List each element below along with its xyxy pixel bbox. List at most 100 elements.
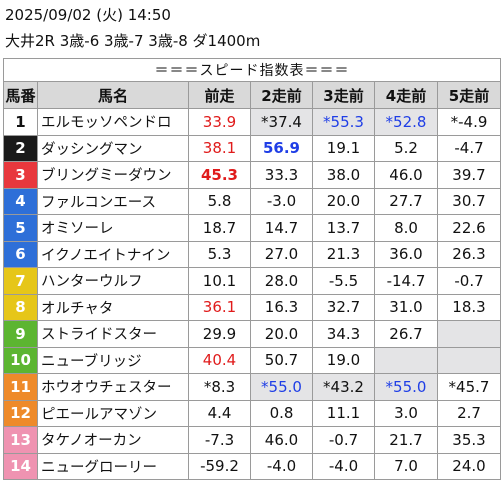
speed-index-cell: 27.0: [250, 240, 313, 268]
speed-index-cell: -59.2: [188, 452, 251, 480]
table-title: ＝＝＝スピード指数表＝＝＝: [3, 58, 501, 82]
horse-name: ストライドスター: [37, 320, 189, 348]
table-row: 6 イクノエイトナイン 5.3 27.0 21.3 36.0 26.3: [3, 240, 501, 268]
speed-index-cell: 38.0: [312, 161, 375, 189]
speed-index-cell: 50.7: [250, 346, 313, 374]
speed-index-cell: 28.0: [250, 267, 313, 295]
speed-index-cell: 38.1: [188, 134, 251, 162]
column-header: 5走前: [437, 81, 501, 109]
speed-index-cell: *55.0: [374, 373, 438, 401]
speed-index-cell: [374, 346, 438, 374]
speed-index-cell: 26.7: [374, 320, 438, 348]
horse-number: 7: [3, 267, 38, 295]
table-row: 12 ピエールアマゾン 4.4 0.8 11.1 3.0 2.7: [3, 399, 501, 427]
speed-index-cell: 14.7: [250, 214, 313, 242]
table-row: 7 ハンターウルフ 10.1 28.0 -5.5 -14.7 -0.7: [3, 267, 501, 295]
horse-name: ピエールアマゾン: [37, 399, 189, 427]
speed-index-cell: *45.7: [437, 373, 501, 401]
horse-number: 10: [3, 346, 38, 374]
column-header: 馬名: [37, 81, 189, 109]
horse-number: 9: [3, 320, 38, 348]
horse-number: 12: [3, 399, 38, 427]
horse-name: ニューグローリー: [37, 452, 189, 480]
speed-index-cell: -7.3: [188, 426, 251, 454]
horse-number: 1: [3, 108, 38, 136]
speed-index-cell: 19.0: [312, 346, 375, 374]
table-row: 13 タケノオーカン -7.3 46.0 -0.7 21.7 35.3: [3, 426, 501, 454]
horse-number: 8: [3, 293, 38, 321]
speed-index-cell: [437, 346, 501, 374]
speed-index-cell: 18.7: [188, 214, 251, 242]
speed-index-cell: 26.3: [437, 240, 501, 268]
speed-index-cell: 35.3: [437, 426, 501, 454]
speed-index-cell: 2.7: [437, 399, 501, 427]
horse-number: 5: [3, 214, 38, 242]
speed-index-cell: 3.0: [374, 399, 438, 427]
horse-name: ファルコンエース: [37, 187, 189, 215]
horse-name: ホウオウチェスター: [37, 373, 189, 401]
speed-index-cell: 5.8: [188, 187, 251, 215]
speed-index-cell: *-4.9: [437, 108, 501, 136]
speed-index-cell: 36.1: [188, 293, 251, 321]
speed-index-cell: -3.0: [250, 187, 313, 215]
speed-index-cell: -0.7: [312, 426, 375, 454]
speed-index-cell: 19.1: [312, 134, 375, 162]
speed-index-cell: *8.3: [188, 373, 251, 401]
speed-index-cell: 21.3: [312, 240, 375, 268]
horse-name: オミソーレ: [37, 214, 189, 242]
speed-index-cell: *43.2: [312, 373, 375, 401]
speed-index-cell: -4.0: [250, 452, 313, 480]
speed-index-cell: 5.3: [188, 240, 251, 268]
speed-index-cell: 31.0: [374, 293, 438, 321]
speed-index-cell: 27.7: [374, 187, 438, 215]
horse-number: 2: [3, 134, 38, 162]
table-row: 4 ファルコンエース 5.8 -3.0 20.0 27.7 30.7: [3, 187, 501, 215]
speed-index-cell: *52.8: [374, 108, 438, 136]
column-header: 4走前: [374, 81, 438, 109]
table-row: 3 ブリングミーダウン 45.3 33.3 38.0 46.0 39.7: [3, 161, 501, 189]
horse-name: ハンターウルフ: [37, 267, 189, 295]
horse-name: ダッシングマン: [37, 134, 189, 162]
speed-index-cell: 39.7: [437, 161, 501, 189]
horse-name: エルモッソペンドロ: [37, 108, 189, 136]
speed-index-cell: 7.0: [374, 452, 438, 480]
speed-index-cell: -5.5: [312, 267, 375, 295]
speed-index-cell: 34.3: [312, 320, 375, 348]
speed-index-cell: 21.7: [374, 426, 438, 454]
speed-index-cell: -4.0: [312, 452, 375, 480]
speed-index-cell: 16.3: [250, 293, 313, 321]
horse-name: イクノエイトナイン: [37, 240, 189, 268]
speed-index-cell: 32.7: [312, 293, 375, 321]
speed-index-cell: *55.0: [250, 373, 313, 401]
table-row: 9 ストライドスター 29.9 20.0 34.3 26.7: [3, 320, 501, 348]
table-row: 10 ニューブリッジ 40.4 50.7 19.0: [3, 346, 501, 374]
speed-index-cell: 30.7: [437, 187, 501, 215]
speed-index-cell: 24.0: [437, 452, 501, 480]
speed-index-cell: 5.2: [374, 134, 438, 162]
horse-number: 14: [3, 452, 38, 480]
horse-name: ニューブリッジ: [37, 346, 189, 374]
speed-index-cell: 45.3: [188, 161, 251, 189]
speed-index-cell: 13.7: [312, 214, 375, 242]
horse-name: ブリングミーダウン: [37, 161, 189, 189]
speed-index-cell: 33.9: [188, 108, 251, 136]
speed-index-cell: 4.4: [188, 399, 251, 427]
table-row: 8 オルチャタ 36.1 16.3 32.7 31.0 18.3: [3, 293, 501, 321]
horse-number: 11: [3, 373, 38, 401]
speed-index-cell: *55.3: [312, 108, 375, 136]
speed-index-cell: 46.0: [374, 161, 438, 189]
speed-index-cell: -0.7: [437, 267, 501, 295]
speed-index-cell: 46.0: [250, 426, 313, 454]
table-row: 11 ホウオウチェスター *8.3 *55.0 *43.2 *55.0 *45.7: [3, 373, 501, 401]
speed-index-cell: 33.3: [250, 161, 313, 189]
column-header: 馬番: [3, 81, 38, 109]
race-datetime: 2025/09/02 (火) 14:50: [5, 6, 171, 24]
table-row: 1 エルモッソペンドロ 33.9 *37.4 *55.3 *52.8 *-4.9: [3, 108, 501, 136]
speed-index-cell: -14.7: [374, 267, 438, 295]
speed-index-cell: 56.9: [250, 134, 313, 162]
column-header: 3走前: [312, 81, 375, 109]
speed-index-cell: 40.4: [188, 346, 251, 374]
column-header: 2走前: [250, 81, 313, 109]
speed-index-table: ＝＝＝スピード指数表＝＝＝ 馬番 馬名 前走 2走前 3走前 4走前 5走前 1…: [3, 58, 501, 480]
horse-number: 4: [3, 187, 38, 215]
